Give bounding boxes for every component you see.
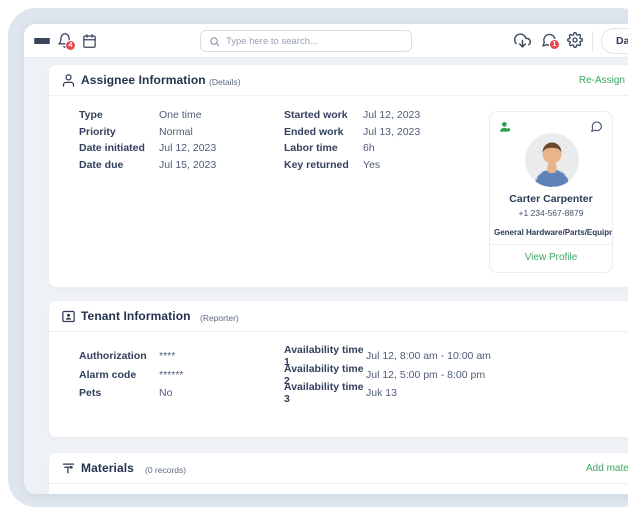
assignee-name: Carter Carpenter [509, 193, 593, 205]
assignee-avatar [525, 133, 579, 187]
content-area: Assignee Information (Details) Re-Assign… [24, 58, 628, 494]
tenant-fields-left: Authorization **** Alarm code ****** Pets N… [79, 347, 184, 403]
field-row: Authorization **** [79, 350, 176, 363]
re-assign-link[interactable]: Re-Assign [578, 75, 625, 86]
chat-bubble-icon[interactable] [590, 120, 603, 133]
field-row: Alarm code ****** [79, 368, 184, 381]
field-row: Pets No [79, 387, 173, 400]
tenant-card-header: Tenant Information (Reporter) [49, 301, 628, 332]
settings-gear-icon[interactable] [567, 32, 583, 48]
assignee-information-card: Assignee Information (Details) Re-Assign… [48, 64, 628, 288]
assignee-section-title: Assignee Information [81, 73, 206, 87]
assignee-fields-right: Started work Jul 12, 2023 Ended work Jul 1… [284, 107, 420, 173]
top-bar: 4 [24, 24, 628, 58]
materials-section-title: Materials [81, 461, 134, 475]
add-material-link[interactable]: Add material [586, 463, 628, 474]
field-row: Key returned Yes [284, 158, 381, 171]
field-row: Priority Normal [79, 125, 193, 138]
assigned-person-icon [498, 120, 513, 134]
field-row: Availability time 2 Jul 12, 5:00 pm - 8:0… [284, 362, 486, 387]
messages-badge: 1 [549, 39, 560, 50]
profile-button[interactable]: Da [601, 28, 628, 54]
app-window: 4 [24, 24, 628, 494]
view-profile-link[interactable]: View Profile [524, 252, 578, 263]
profile-card-divider [490, 244, 612, 245]
assignee-phone: +1 234-567-8879 [518, 208, 584, 218]
header-divider [592, 31, 593, 51]
search-input[interactable] [226, 35, 396, 47]
field-row: Type One time [79, 109, 202, 122]
hamburger-menu-icon[interactable] [33, 33, 50, 48]
field-row: Date initiated Jul 12, 2023 [79, 142, 217, 155]
assignee-section-subtitle: (Details) [209, 77, 241, 87]
device-frame: 4 [8, 8, 628, 507]
calendar-icon[interactable] [82, 33, 97, 49]
field-row: Ended work Jul 13, 2023 [284, 125, 421, 138]
field-row: Availability time 3 Juk 13 [284, 381, 397, 406]
cloud-download-icon[interactable] [514, 32, 531, 49]
materials-section-subtitle: (0 records) [145, 465, 187, 475]
tenant-information-card: Tenant Information (Reporter) Authorizat… [48, 300, 628, 438]
search-field[interactable] [200, 30, 412, 52]
person-icon [61, 73, 76, 88]
field-row: Availability time 1 Jul 12, 8:00 am - 10:… [284, 344, 491, 369]
id-card-icon [61, 309, 76, 324]
assignee-fields-left: Type One time Priority Normal Date initiat… [79, 107, 216, 173]
profile-button-label: Da [616, 35, 628, 47]
assignee-category: General Hardware/Parts/Equipme... [494, 228, 612, 237]
assignee-card-header: Assignee Information (Details) Re-Assign [49, 65, 628, 96]
search-icon [210, 36, 220, 46]
field-row: Labor time 6h [284, 142, 375, 155]
materials-card-header: Materials (0 records) Add material [49, 453, 628, 484]
field-row: Started work Jul 12, 2023 [284, 109, 421, 122]
notifications-badge: 4 [65, 40, 76, 51]
tenant-section-title: Tenant Information [81, 309, 191, 323]
tenant-fields-right: Availability time 1 Jul 12, 8:00 am - 10:… [284, 344, 491, 406]
tenant-section-subtitle: (Reporter) [200, 313, 239, 323]
materials-card: Materials (0 records) Add material [48, 452, 628, 494]
assignee-profile-card: Carter Carpenter +1 234-567-8879 General… [489, 111, 613, 273]
field-row: Date due Jul 15, 2023 [79, 158, 217, 171]
materials-icon [61, 461, 76, 476]
